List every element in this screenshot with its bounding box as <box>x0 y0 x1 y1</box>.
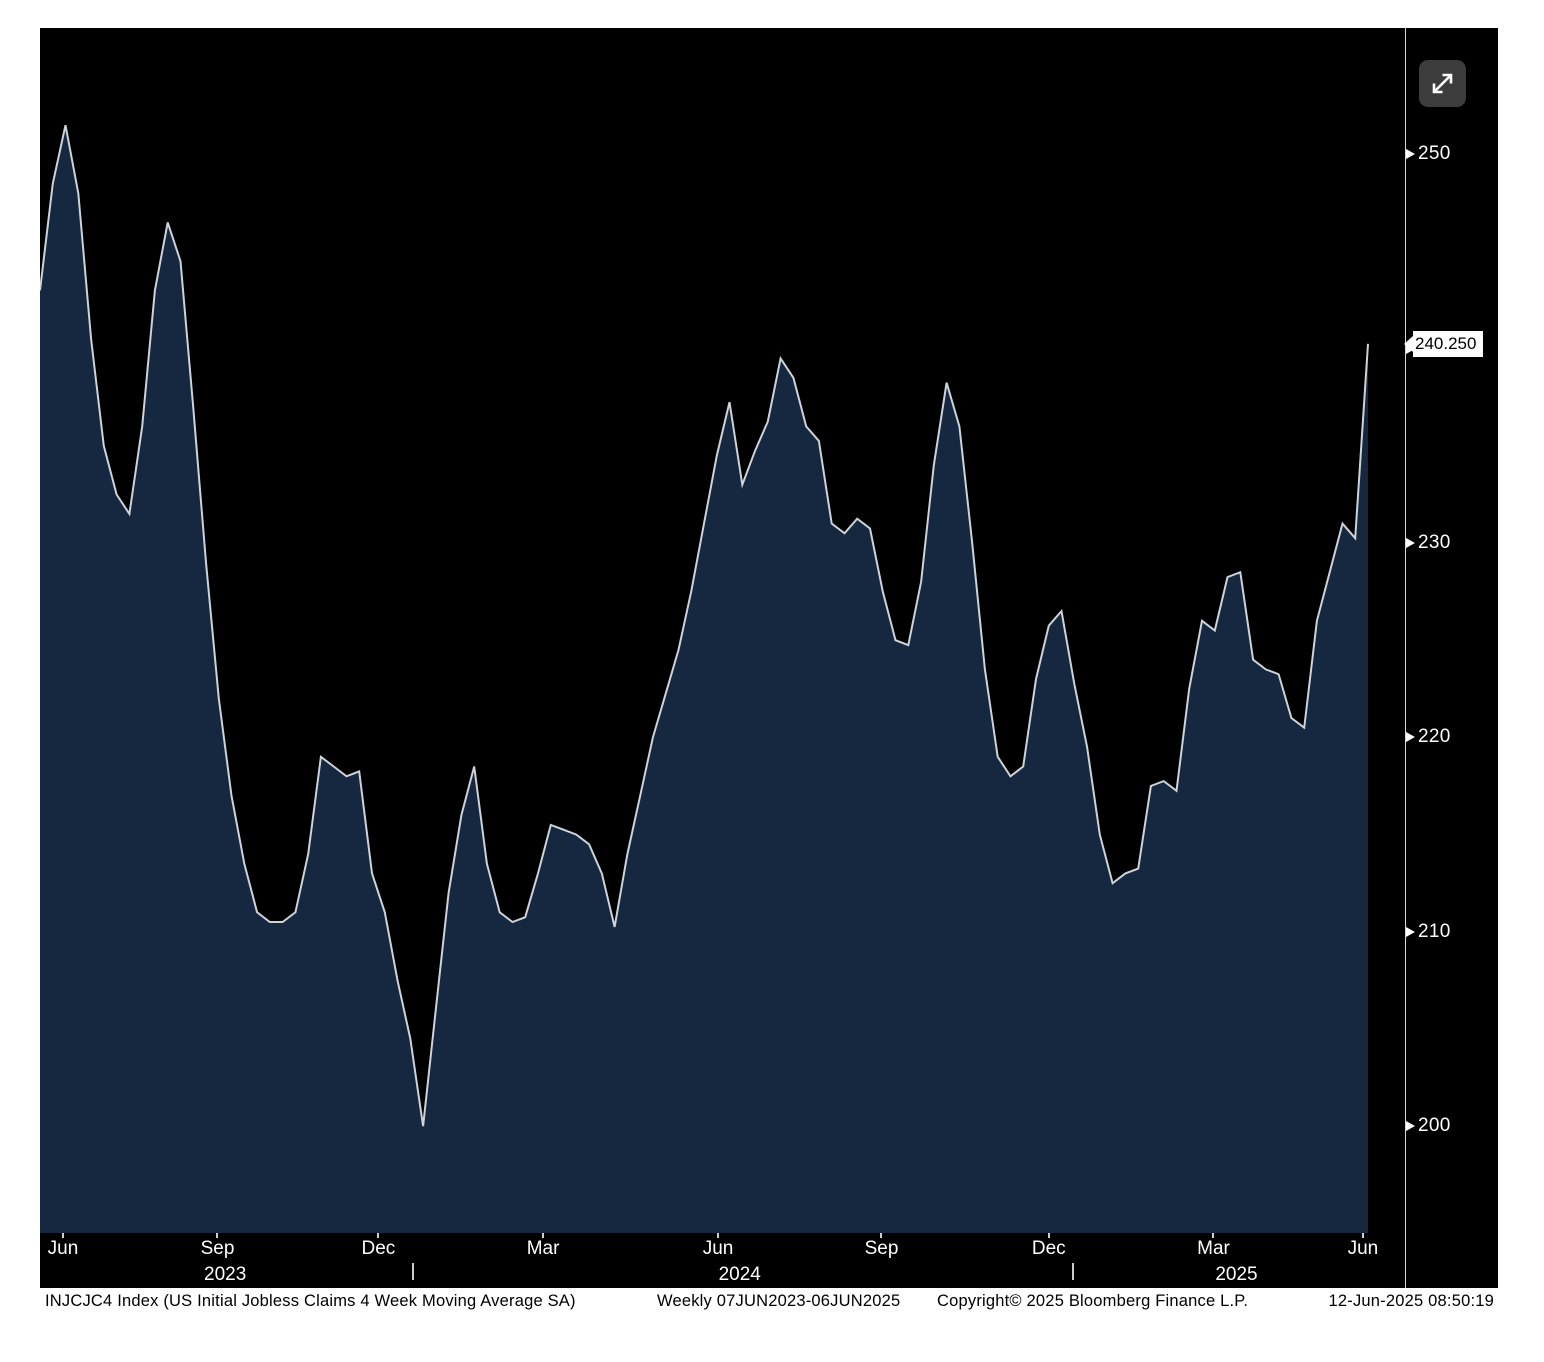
x-axis-tick-mark <box>717 1233 720 1238</box>
bloomberg-chart-panel: Jun Sep Dec Mar Jun Sep Dec Mar Jun 2023 2024 2025… <box>40 28 1498 1314</box>
x-axis-year-label: 2023 <box>204 1264 247 1285</box>
year-separator <box>411 1263 414 1280</box>
x-axis-tick-mark <box>1212 1233 1215 1238</box>
last-value-label: 240.250 <box>1404 330 1484 357</box>
x-axis-month-label: Sep <box>200 1238 235 1259</box>
tick-arrow-icon <box>1406 926 1415 937</box>
x-axis-month-label: Sep <box>864 1238 899 1259</box>
year-separator <box>1072 1263 1075 1280</box>
price-area-chart[interactable] <box>40 28 1405 1233</box>
chart-region: Jun Sep Dec Mar Jun Sep Dec Mar Jun 2023 2024 2025… <box>40 28 1498 1288</box>
tick-arrow-icon <box>1406 1121 1415 1132</box>
frequency-range: Weekly 07JUN2023-06JUN2025 <box>657 1292 901 1310</box>
x-axis-month-row: Jun Sep Dec Mar Jun Sep Dec Mar Jun <box>40 1233 1405 1260</box>
y-axis-tick: 220 <box>1406 726 1451 748</box>
y-axis: 240.250 200210220230240250 <box>1404 28 1498 1288</box>
x-axis-month-label: Jun <box>702 1238 734 1259</box>
x-axis-year-label: 2025 <box>1215 1264 1258 1285</box>
expand-icon <box>1432 73 1453 94</box>
x-axis-month-label: Mar <box>526 1238 560 1259</box>
chart-title: INJCJC4 Index (US Initial Jobless Claims… <box>45 1292 576 1310</box>
tick-arrow-icon <box>1406 732 1415 743</box>
y-axis-tick: 200 <box>1406 1115 1451 1137</box>
timestamp: 12-Jun-2025 08:50:19 <box>1328 1292 1494 1310</box>
label-notch-icon <box>1404 335 1413 352</box>
area-fill <box>40 125 1368 1233</box>
x-axis-month-label: Mar <box>1197 1238 1230 1259</box>
status-bar: INJCJC4 Index (US Initial Jobless Claims… <box>40 1288 1498 1314</box>
x-axis-month-label: Dec <box>1031 1238 1066 1259</box>
y-axis-tick-label: 220 <box>1418 726 1451 748</box>
x-axis-tick-mark <box>880 1233 883 1238</box>
y-axis-tick-label: 250 <box>1418 143 1451 165</box>
x-axis-tick-mark <box>377 1233 380 1238</box>
x-axis-tick-mark <box>1047 1233 1050 1238</box>
tick-arrow-icon <box>1406 149 1415 160</box>
copyright-text: Copyright© 2025 Bloomberg Finance L.P. <box>937 1292 1249 1310</box>
y-axis-tick: 230 <box>1406 532 1451 554</box>
x-axis-tick-mark <box>542 1233 545 1238</box>
x-axis-year-row: 2023 2024 2025 <box>40 1261 1405 1288</box>
y-axis-tick: 250 <box>1406 143 1451 165</box>
x-axis-month-label: Jun <box>47 1238 79 1259</box>
y-axis-tick-label: 210 <box>1418 920 1451 942</box>
x-axis-year-label: 2024 <box>718 1264 761 1285</box>
price-line <box>40 124 1369 1127</box>
last-value-text: 240.250 <box>1413 330 1484 357</box>
x-axis-month-label: Dec <box>361 1238 396 1259</box>
x-axis-tick-mark <box>1361 1233 1364 1238</box>
expand-button[interactable] <box>1419 60 1466 107</box>
x-axis-tick-mark <box>61 1233 64 1238</box>
y-axis-tick: 210 <box>1406 921 1451 943</box>
y-axis-tick-label: 230 <box>1418 532 1451 554</box>
x-axis-tick-mark <box>216 1233 219 1238</box>
x-axis-month-label: Jun <box>1347 1238 1379 1259</box>
tick-arrow-icon <box>1406 538 1415 549</box>
y-axis-tick-label: 200 <box>1418 1115 1451 1137</box>
